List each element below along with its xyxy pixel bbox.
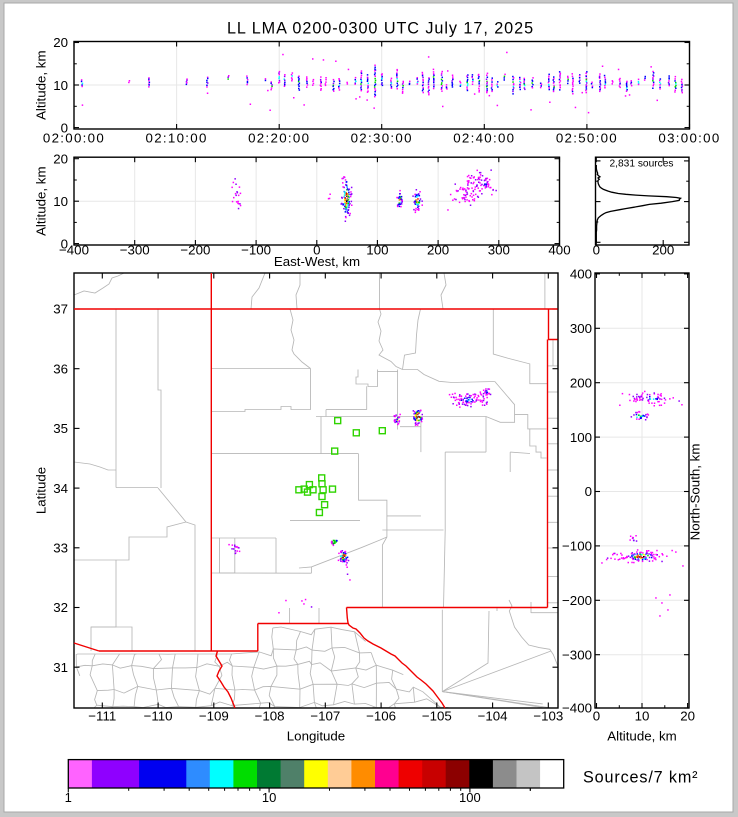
svg-text:32: 32 bbox=[53, 600, 68, 615]
svg-text:400: 400 bbox=[570, 267, 592, 282]
svg-text:100: 100 bbox=[570, 430, 592, 445]
svg-text:200: 200 bbox=[427, 243, 449, 258]
svg-text:400: 400 bbox=[548, 243, 570, 258]
svg-text:20: 20 bbox=[53, 151, 68, 166]
svg-text:0: 0 bbox=[585, 484, 592, 499]
svg-text:Latitude: Latitude bbox=[34, 467, 49, 514]
svg-text:35: 35 bbox=[53, 421, 68, 436]
svg-text:LL LMA 0200-0300 UTC July 17,: LL LMA 0200-0300 UTC July 17, 2025 bbox=[227, 19, 534, 37]
svg-text:31: 31 bbox=[53, 660, 68, 675]
svg-text:300: 300 bbox=[488, 243, 510, 258]
svg-text:10: 10 bbox=[635, 709, 650, 724]
svg-text:Longitude: Longitude bbox=[287, 729, 345, 744]
svg-text:−100: −100 bbox=[241, 243, 271, 258]
svg-text:−200: −200 bbox=[562, 593, 592, 608]
svg-text:33: 33 bbox=[53, 541, 68, 556]
svg-text:−109: −109 bbox=[199, 709, 229, 724]
svg-text:100: 100 bbox=[366, 243, 388, 258]
svg-text:20: 20 bbox=[680, 709, 695, 724]
svg-text:10: 10 bbox=[262, 790, 276, 805]
svg-text:Altitude, km: Altitude, km bbox=[607, 729, 676, 744]
svg-text:02:10:00: 02:10:00 bbox=[146, 130, 208, 145]
svg-text:0: 0 bbox=[593, 243, 600, 258]
svg-text:10: 10 bbox=[53, 194, 68, 209]
svg-text:200: 200 bbox=[652, 243, 674, 258]
svg-text:03:00:00: 03:00:00 bbox=[658, 130, 720, 145]
svg-text:−111: −111 bbox=[88, 709, 116, 724]
svg-text:20: 20 bbox=[53, 35, 68, 50]
svg-text:02:30:00: 02:30:00 bbox=[351, 130, 413, 145]
svg-text:0: 0 bbox=[61, 120, 68, 135]
svg-text:34: 34 bbox=[53, 481, 68, 496]
svg-text:0: 0 bbox=[313, 243, 320, 258]
svg-text:−200: −200 bbox=[180, 243, 210, 258]
svg-text:02:40:00: 02:40:00 bbox=[453, 130, 515, 145]
svg-text:36: 36 bbox=[53, 361, 68, 376]
svg-text:10: 10 bbox=[53, 78, 68, 93]
svg-text:02:20:00: 02:20:00 bbox=[248, 130, 310, 145]
svg-text:Sources/7 km²: Sources/7 km² bbox=[583, 769, 698, 787]
svg-text:−300: −300 bbox=[562, 647, 592, 662]
svg-text:300: 300 bbox=[570, 321, 592, 336]
svg-text:−105: −105 bbox=[422, 709, 452, 724]
svg-text:100: 100 bbox=[459, 790, 481, 805]
svg-text:−400: −400 bbox=[562, 701, 592, 716]
svg-text:Altitude, km: Altitude, km bbox=[34, 50, 49, 119]
svg-text:2,831 sources: 2,831 sources bbox=[610, 158, 674, 169]
svg-text:02:00:00: 02:00:00 bbox=[43, 130, 105, 145]
svg-text:1: 1 bbox=[65, 790, 72, 805]
svg-text:02:50:00: 02:50:00 bbox=[556, 130, 618, 145]
svg-text:37: 37 bbox=[53, 302, 68, 317]
svg-text:0: 0 bbox=[61, 236, 68, 251]
svg-text:0: 0 bbox=[593, 709, 600, 724]
svg-text:−110: −110 bbox=[144, 709, 173, 724]
svg-text:−106: −106 bbox=[366, 709, 396, 724]
svg-text:North-South, km: North-South, km bbox=[688, 444, 703, 541]
svg-text:200: 200 bbox=[570, 375, 592, 390]
svg-text:−107: −107 bbox=[310, 709, 340, 724]
svg-text:Altitude, km: Altitude, km bbox=[34, 166, 49, 235]
svg-text:−100: −100 bbox=[562, 539, 592, 554]
svg-text:−103: −103 bbox=[533, 709, 563, 724]
svg-text:−300: −300 bbox=[120, 243, 150, 258]
svg-text:−400: −400 bbox=[59, 243, 89, 258]
svg-text:−108: −108 bbox=[255, 709, 285, 724]
svg-text:−104: −104 bbox=[478, 709, 508, 724]
svg-text:East-West, km: East-West, km bbox=[274, 254, 360, 269]
